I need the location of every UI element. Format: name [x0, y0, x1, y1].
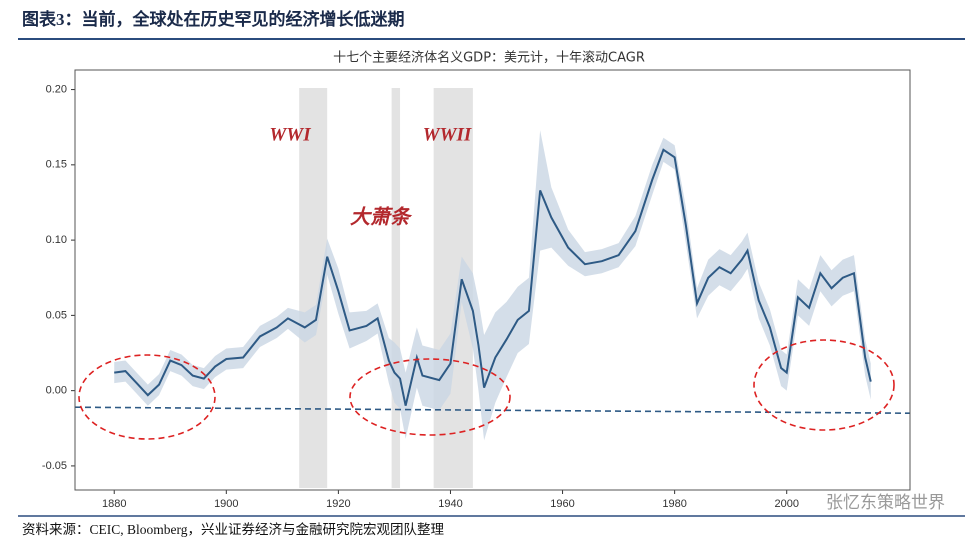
confidence-band: [114, 130, 871, 441]
event-span: [391, 88, 401, 488]
plot: -0.05 0.00 0.05 0.10 0.15 0.20 1880 1900 1920 194…: [42, 69, 911, 510]
highlight-ellipse: [753, 339, 895, 431]
x-tick-label: 1980: [662, 498, 686, 510]
header-title: 图表3：当前，全球处在历史罕见的经济增长低迷期: [22, 9, 405, 29]
x-tick-label: 1940: [438, 498, 462, 510]
y-tick-label: -0.05: [42, 460, 67, 472]
trend-line: [74, 406, 911, 415]
x-tick-label: 1880: [102, 498, 126, 510]
series-line: [114, 148, 872, 406]
y-tick-label: 0.05: [46, 309, 67, 321]
chart-title: 十七个主要经济体名义GDP：美元计，十年滚动CAGR: [333, 50, 645, 66]
y-tick-label: 0.00: [46, 385, 67, 397]
highlight-ellipse: [78, 354, 216, 440]
annotation: WWI: [269, 124, 311, 145]
footer-source: 资料来源：CEIC, Bloomberg，兴业证券经济与金融研究院宏观团队整理: [22, 522, 444, 537]
watermark: 张忆东策略世界: [826, 493, 945, 513]
highlight-ellipse: [349, 358, 511, 436]
x-tick-label: 1960: [550, 498, 574, 510]
y-tick-label: 0.10: [46, 234, 67, 246]
plot-frame: [74, 69, 911, 491]
x-tick-label: 1900: [214, 498, 238, 510]
y-tick-label: 0.20: [46, 83, 67, 95]
annotation: WWII: [423, 124, 472, 145]
y-tick-label: 0.15: [46, 159, 67, 171]
x-tick-label: 1920: [326, 498, 350, 510]
x-tick-label: 2000: [774, 498, 798, 510]
annotation: 大萧条: [350, 206, 413, 229]
